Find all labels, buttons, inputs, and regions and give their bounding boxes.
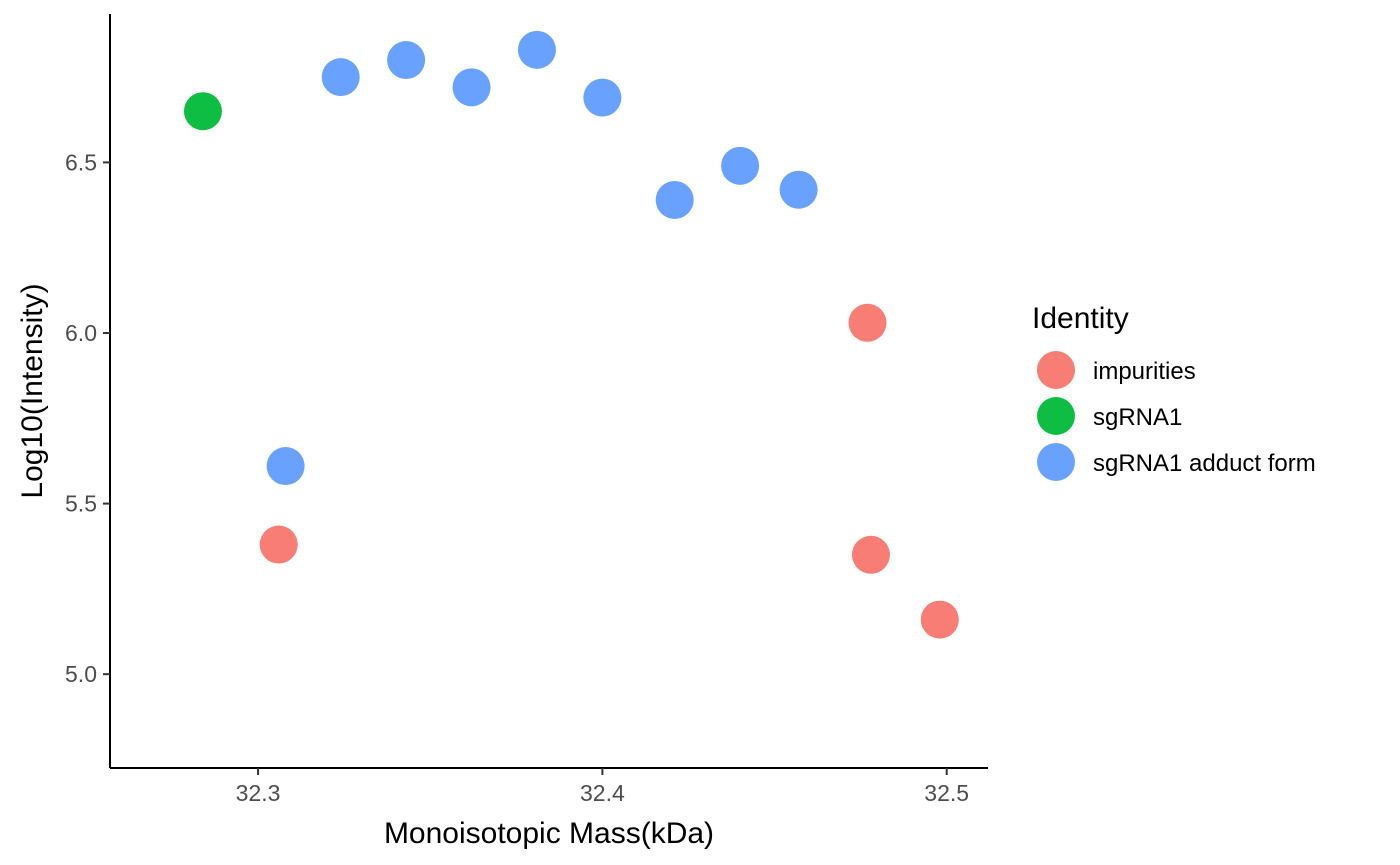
x-tick-label: 32.4 (580, 780, 625, 806)
data-point (183, 92, 222, 131)
data-point (920, 600, 959, 639)
legend-key (1037, 443, 1075, 481)
legend-label: sgRNA1 (1093, 404, 1182, 431)
legend-key (1037, 351, 1075, 389)
data-point (655, 180, 694, 219)
y-tick-label: 6.5 (65, 149, 97, 175)
axes-layer (109, 14, 988, 769)
legend-label: sgRNA1 adduct form (1093, 450, 1316, 477)
y-tick-label: 5.0 (65, 661, 97, 687)
legend-title: Identity (1032, 302, 1129, 335)
y-axis-title: Log10(Intensity) (16, 283, 49, 498)
data-point (721, 146, 760, 185)
points-layer (183, 30, 959, 639)
x-ticks: 32.3 32.4 32.5 (236, 768, 969, 806)
data-point (583, 78, 622, 117)
x-tick-label: 32.3 (236, 780, 281, 806)
data-point (848, 303, 887, 342)
y-ticks: 5.0 5.5 6.0 6.5 (65, 149, 110, 687)
data-point (779, 170, 818, 209)
legend-label: impurities (1093, 358, 1196, 385)
data-point (387, 41, 426, 80)
legend-key (1037, 397, 1075, 435)
data-point (517, 30, 556, 69)
data-point (321, 58, 360, 97)
data-point (452, 68, 491, 107)
x-tick-label: 32.5 (924, 780, 969, 806)
y-tick-label: 6.0 (65, 320, 97, 346)
y-tick-label: 5.5 (65, 491, 97, 517)
data-point (266, 447, 305, 486)
data-point (259, 525, 298, 564)
data-point (851, 535, 890, 574)
legend: Identity impurities sgRNA1 sgRNA1 adduct f… (1032, 302, 1316, 481)
x-axis-title: Monoisotopic Mass(kDa) (384, 817, 714, 850)
